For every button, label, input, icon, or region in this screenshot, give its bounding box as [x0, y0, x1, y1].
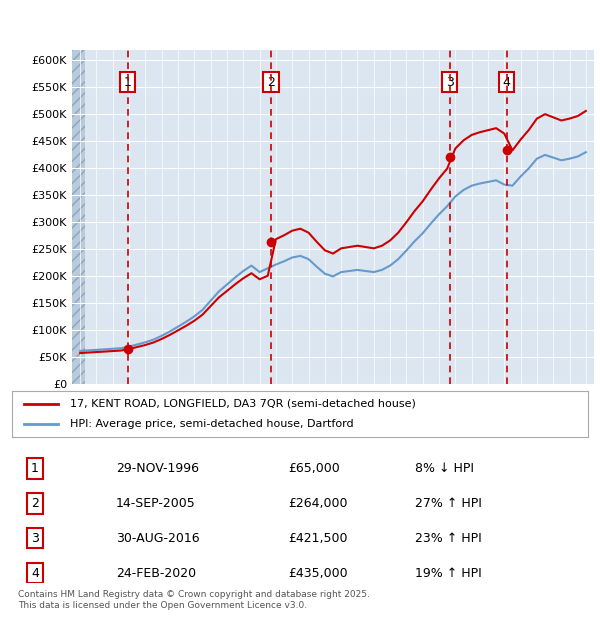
Text: 24-FEB-2020: 24-FEB-2020 — [116, 567, 196, 580]
Text: 30-AUG-2016: 30-AUG-2016 — [116, 532, 199, 544]
Text: 2: 2 — [31, 497, 39, 510]
Text: 19% ↑ HPI: 19% ↑ HPI — [415, 567, 482, 580]
Text: £65,000: £65,000 — [289, 462, 340, 475]
Text: 3: 3 — [446, 76, 454, 89]
Text: 4: 4 — [503, 76, 511, 89]
Text: Contains HM Land Registry data © Crown copyright and database right 2025.
This d: Contains HM Land Registry data © Crown c… — [18, 590, 370, 609]
Text: £435,000: £435,000 — [289, 567, 348, 580]
Text: 8% ↓ HPI: 8% ↓ HPI — [415, 462, 474, 475]
Text: 1: 1 — [124, 76, 131, 89]
Text: 29-NOV-1996: 29-NOV-1996 — [116, 462, 199, 475]
Text: HPI: Average price, semi-detached house, Dartford: HPI: Average price, semi-detached house,… — [70, 419, 353, 429]
Text: 1: 1 — [31, 462, 39, 475]
Text: 4: 4 — [31, 567, 39, 580]
Bar — [72, 50, 85, 384]
Text: £264,000: £264,000 — [289, 497, 348, 510]
Text: £421,500: £421,500 — [289, 532, 348, 544]
Text: 3: 3 — [31, 532, 39, 544]
Text: 17, KENT ROAD, LONGFIELD, DA3 7QR (semi-detached house): 17, KENT ROAD, LONGFIELD, DA3 7QR (semi-… — [70, 399, 415, 409]
Text: 23% ↑ HPI: 23% ↑ HPI — [415, 532, 482, 544]
Text: 2: 2 — [267, 76, 275, 89]
Text: 27% ↑ HPI: 27% ↑ HPI — [415, 497, 482, 510]
Text: 14-SEP-2005: 14-SEP-2005 — [116, 497, 196, 510]
